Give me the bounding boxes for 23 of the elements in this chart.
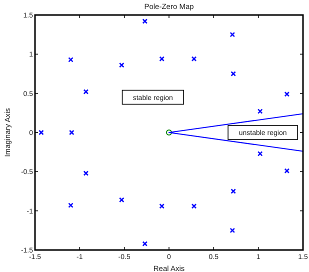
point xyxy=(68,57,74,62)
point xyxy=(142,18,148,24)
point xyxy=(230,188,236,194)
point xyxy=(159,203,165,209)
point xyxy=(230,228,236,234)
point xyxy=(191,203,197,209)
point xyxy=(83,89,89,94)
point xyxy=(142,241,148,246)
point xyxy=(284,91,290,97)
point xyxy=(119,197,124,203)
point xyxy=(159,56,165,62)
point xyxy=(83,170,89,176)
point xyxy=(257,108,263,114)
point xyxy=(38,130,44,136)
point xyxy=(191,56,197,62)
point xyxy=(119,62,124,68)
point xyxy=(230,32,236,38)
point xyxy=(68,202,74,208)
point xyxy=(68,130,74,136)
point xyxy=(257,151,263,156)
point xyxy=(230,71,236,76)
point xyxy=(166,130,172,136)
point xyxy=(284,168,290,174)
